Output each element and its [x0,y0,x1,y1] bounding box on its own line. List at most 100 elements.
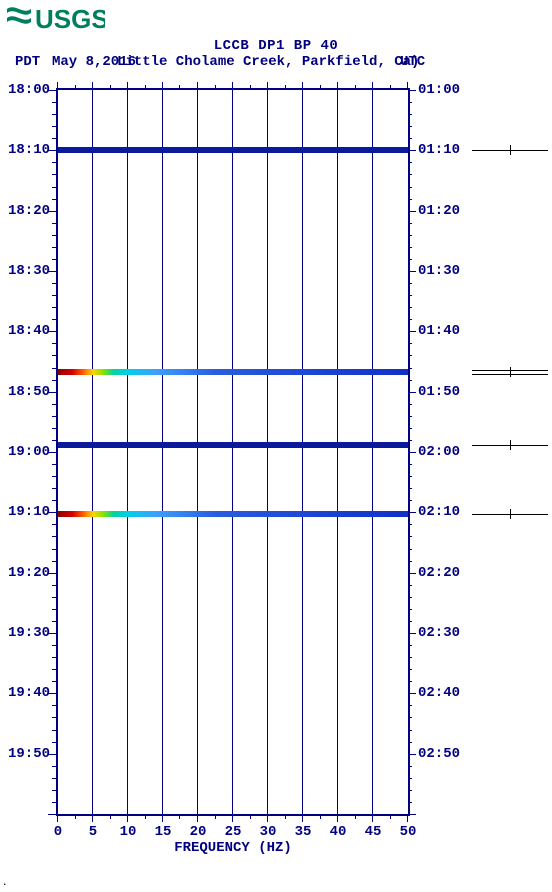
y-label-right: 01:00 [418,82,464,98]
x-tick [372,814,373,822]
y-tick-minor-left [52,138,56,139]
x-tick-minor-top [215,85,216,90]
y-label-right: 02:30 [418,625,464,641]
y-tick-minor-left [52,500,56,501]
pdt-label: PDT [15,54,40,70]
x-tick-minor-top [250,85,251,90]
y-tick-minor-left [52,742,56,743]
x-tick [267,814,268,822]
x-tick-top [267,82,268,90]
trace-solid [58,147,408,153]
x-tick-minor [110,814,111,819]
y-tick-right [408,211,416,212]
y-tick-minor-right [408,645,412,646]
x-tick-minor-top [145,85,146,90]
gridline-vertical [337,90,338,814]
y-tick-minor-left [52,404,56,405]
trace-solid [58,442,408,448]
y-tick-minor-right [408,464,412,465]
x-tick-minor [285,814,286,819]
y-tick-minor-right [408,778,412,779]
x-tick-top [372,82,373,90]
y-tick-minor-right [408,669,412,670]
y-tick-minor-right [408,717,412,718]
x-tick-top [302,82,303,90]
y-label-left: 19:40 [4,685,50,701]
y-tick-minor-left [52,199,56,200]
x-tick-top [197,82,198,90]
x-tick-label: 30 [260,824,277,840]
y-tick-minor-right [408,488,412,489]
y-tick-minor-right [408,561,412,562]
y-tick-right [408,754,416,755]
y-tick-minor-left [52,730,56,731]
x-tick [197,814,198,822]
x-tick-top [407,82,408,90]
x-tick-label: 15 [155,824,172,840]
y-tick-minor-left [52,681,56,682]
x-tick [407,814,408,822]
y-tick-minor-right [408,380,412,381]
y-tick-minor-right [408,790,412,791]
x-tick [92,814,93,822]
y-tick-minor-right [408,138,412,139]
y-tick-minor-left [52,561,56,562]
station-label: Little Cholame Creek, Parkfield, Ca) [117,54,419,70]
x-tick-top [127,82,128,90]
svg-text:USGS: USGS [35,4,105,33]
gridline-vertical [92,90,93,814]
x-tick [337,814,338,822]
x-tick-minor-top [285,85,286,90]
y-tick-minor-right [408,597,412,598]
y-tick-minor-right [408,440,412,441]
y-tick-minor-right [408,730,412,731]
y-tick-minor-left [52,102,56,103]
x-axis-title: FREQUENCY (HZ) [56,840,410,856]
gridline-vertical [197,90,198,814]
y-tick-minor-left [52,368,56,369]
x-tick-minor [390,814,391,819]
y-tick-right [408,633,416,634]
y-tick-minor-right [408,657,412,658]
side-trace-tick [510,145,511,155]
y-tick-minor-left [52,428,56,429]
y-label-right: 01:20 [418,203,464,219]
y-tick-right [408,392,416,393]
y-label-left: 18:40 [4,323,50,339]
y-label-left: 19:30 [4,625,50,641]
y-label-left: 18:20 [4,203,50,219]
y-tick-left [48,814,56,815]
gridline-vertical [267,90,268,814]
x-tick [162,814,163,822]
plot-border [56,88,410,816]
y-tick-minor-right [408,319,412,320]
x-tick-label: 5 [89,824,97,840]
x-tick-label: 40 [330,824,347,840]
x-tick-label: 45 [365,824,382,840]
y-tick-minor-right [408,368,412,369]
x-tick-label: 25 [225,824,242,840]
y-tick-minor-right [408,259,412,260]
trace-gradient [58,369,408,375]
footer-mark: · [2,880,7,890]
y-tick-minor-left [52,669,56,670]
y-tick-minor-left [52,597,56,598]
y-tick-minor-left [52,488,56,489]
y-tick-minor-right [408,500,412,501]
y-tick-right [408,150,416,151]
x-tick-top [92,82,93,90]
y-tick-minor-right [408,681,412,682]
y-tick-minor-right [408,742,412,743]
y-tick-minor-right [408,102,412,103]
x-tick-minor-top [355,85,356,90]
y-tick-minor-right [408,621,412,622]
y-tick-minor-left [52,802,56,803]
x-tick [127,814,128,822]
x-tick-minor [179,814,180,819]
y-label-left: 19:10 [4,504,50,520]
y-tick-minor-right [408,174,412,175]
chart-title: LCCB DP1 BP 40 [0,38,552,54]
x-tick-minor [250,814,251,819]
y-tick-minor-left [52,440,56,441]
y-tick-right [408,814,416,815]
